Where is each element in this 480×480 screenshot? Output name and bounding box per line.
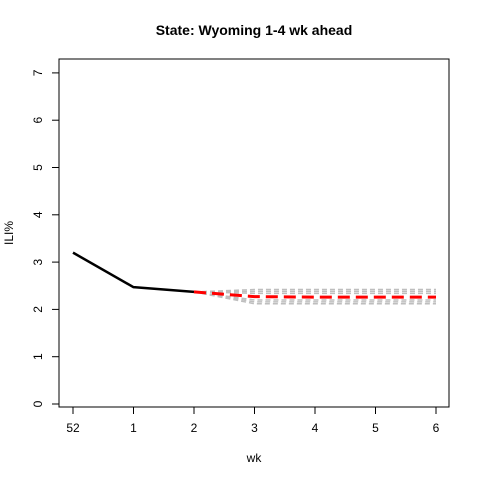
y-axis-label: ILI% bbox=[2, 221, 16, 245]
forecast-line bbox=[193, 290, 436, 299]
y-tick-label: 7 bbox=[31, 69, 45, 76]
x-axis-label: wk bbox=[246, 451, 263, 465]
x-tick-label: 52 bbox=[66, 421, 80, 435]
x-tick-label: 1 bbox=[130, 421, 137, 435]
x-tick-label: 4 bbox=[312, 421, 319, 435]
band-lower-line bbox=[193, 291, 436, 303]
band-upper-line bbox=[193, 288, 436, 293]
y-tick-label: 5 bbox=[31, 164, 45, 171]
y-tick-label: 3 bbox=[31, 258, 45, 265]
x-tick-label: 3 bbox=[251, 421, 258, 435]
y-tick-label: 6 bbox=[31, 117, 45, 124]
y-tick-label: 0 bbox=[31, 400, 45, 407]
band-lower-line bbox=[193, 291, 436, 305]
y-tick-label: 4 bbox=[31, 211, 45, 218]
forecast-bands bbox=[193, 288, 436, 305]
x-tick-label: 6 bbox=[433, 421, 440, 435]
y-axis: 0 1 2 3 4 5 6 7 bbox=[31, 69, 60, 407]
data-lines bbox=[72, 251, 436, 299]
y-tick-label: 2 bbox=[31, 306, 45, 313]
x-tick-label: 2 bbox=[191, 421, 198, 435]
x-axis: 52 1 2 3 4 5 6 bbox=[66, 406, 440, 435]
chart-title: State: Wyoming 1-4 wk ahead bbox=[156, 22, 353, 38]
observed-line bbox=[72, 251, 195, 294]
band-upper-line bbox=[193, 291, 436, 295]
x-tick-label: 5 bbox=[372, 421, 379, 435]
plot-frame bbox=[58, 58, 450, 408]
y-tick-label: 1 bbox=[31, 353, 45, 360]
band-lower-line bbox=[193, 291, 436, 301]
